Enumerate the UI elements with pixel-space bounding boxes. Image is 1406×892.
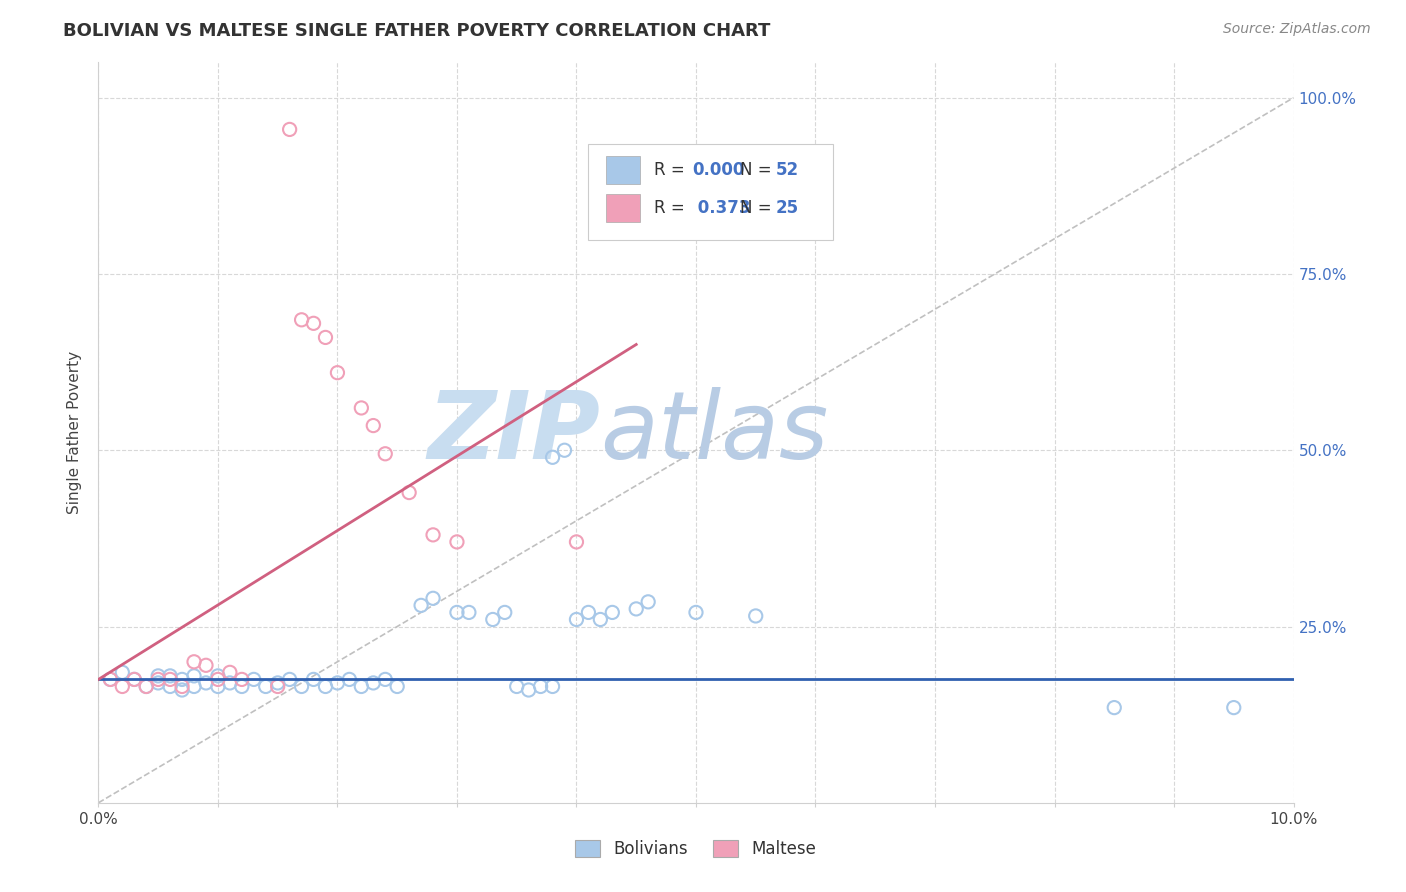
Point [111, 665, 134, 680]
Point [172, 683, 194, 698]
Text: N =: N = [740, 199, 778, 218]
Point [1223, 700, 1246, 714]
FancyBboxPatch shape [589, 144, 834, 240]
Point [1104, 700, 1126, 714]
Point [278, 673, 301, 687]
Point [124, 673, 146, 687]
Point [363, 676, 385, 690]
Point [565, 535, 588, 549]
Point [278, 122, 301, 136]
Point [219, 676, 242, 690]
Point [148, 676, 170, 690]
Point [326, 676, 349, 690]
Point [231, 680, 253, 694]
Point [541, 680, 564, 694]
Point [172, 673, 194, 687]
Text: ZIP: ZIP [427, 386, 600, 479]
Text: R =: R = [654, 161, 690, 178]
Text: 0.373: 0.373 [692, 199, 751, 218]
Point [565, 612, 588, 626]
Point [422, 528, 444, 542]
Point [482, 612, 505, 626]
Point [530, 680, 553, 694]
Point [541, 450, 564, 465]
Point [231, 673, 253, 687]
Point [589, 612, 612, 626]
Point [350, 680, 373, 694]
Point [302, 673, 325, 687]
Point [183, 669, 205, 683]
Text: R =: R = [654, 199, 690, 218]
Y-axis label: Single Father Poverty: Single Father Poverty [67, 351, 83, 514]
Point [517, 683, 540, 698]
Point [291, 680, 314, 694]
Point [183, 680, 205, 694]
Text: 52: 52 [776, 161, 799, 178]
Point [135, 680, 157, 694]
Point [207, 673, 229, 687]
Point [626, 602, 648, 616]
FancyBboxPatch shape [606, 194, 640, 222]
Point [685, 606, 707, 620]
Point [183, 655, 205, 669]
Point [374, 447, 396, 461]
Point [219, 665, 242, 680]
Point [315, 330, 337, 344]
Point [326, 366, 349, 380]
Point [302, 316, 325, 330]
Point [374, 673, 396, 687]
Point [159, 680, 181, 694]
Text: BOLIVIAN VS MALTESE SINGLE FATHER POVERTY CORRELATION CHART: BOLIVIAN VS MALTESE SINGLE FATHER POVERT… [63, 22, 770, 40]
Point [458, 606, 481, 620]
Point [159, 669, 181, 683]
Point [422, 591, 444, 606]
Point [98, 673, 122, 687]
Point [111, 680, 134, 694]
Point [195, 658, 218, 673]
Point [315, 680, 337, 694]
Point [124, 673, 146, 687]
Point [446, 535, 468, 549]
Point [398, 485, 420, 500]
Point [578, 606, 600, 620]
Point [207, 669, 229, 683]
Point [98, 673, 122, 687]
Point [506, 680, 529, 694]
Point [554, 443, 576, 458]
Point [148, 669, 170, 683]
Text: 25: 25 [776, 199, 799, 218]
Point [446, 606, 468, 620]
Point [745, 609, 768, 624]
FancyBboxPatch shape [606, 156, 640, 184]
Point [195, 676, 218, 690]
Point [637, 595, 659, 609]
Point [411, 599, 433, 613]
Point [602, 606, 624, 620]
Point [267, 680, 290, 694]
Point [494, 606, 516, 620]
Legend: Bolivians, Maltese: Bolivians, Maltese [568, 833, 824, 865]
Point [148, 673, 170, 687]
Point [350, 401, 373, 415]
Text: Source: ZipAtlas.com: Source: ZipAtlas.com [1223, 22, 1371, 37]
Point [172, 680, 194, 694]
Text: atlas: atlas [600, 387, 828, 478]
Text: N =: N = [740, 161, 778, 178]
Text: 0.000: 0.000 [692, 161, 745, 178]
Point [254, 680, 277, 694]
Point [339, 673, 361, 687]
Point [243, 673, 266, 687]
Point [267, 676, 290, 690]
Point [363, 418, 385, 433]
Point [291, 313, 314, 327]
Point [159, 673, 181, 687]
Point [135, 680, 157, 694]
Point [385, 680, 409, 694]
Point [207, 680, 229, 694]
